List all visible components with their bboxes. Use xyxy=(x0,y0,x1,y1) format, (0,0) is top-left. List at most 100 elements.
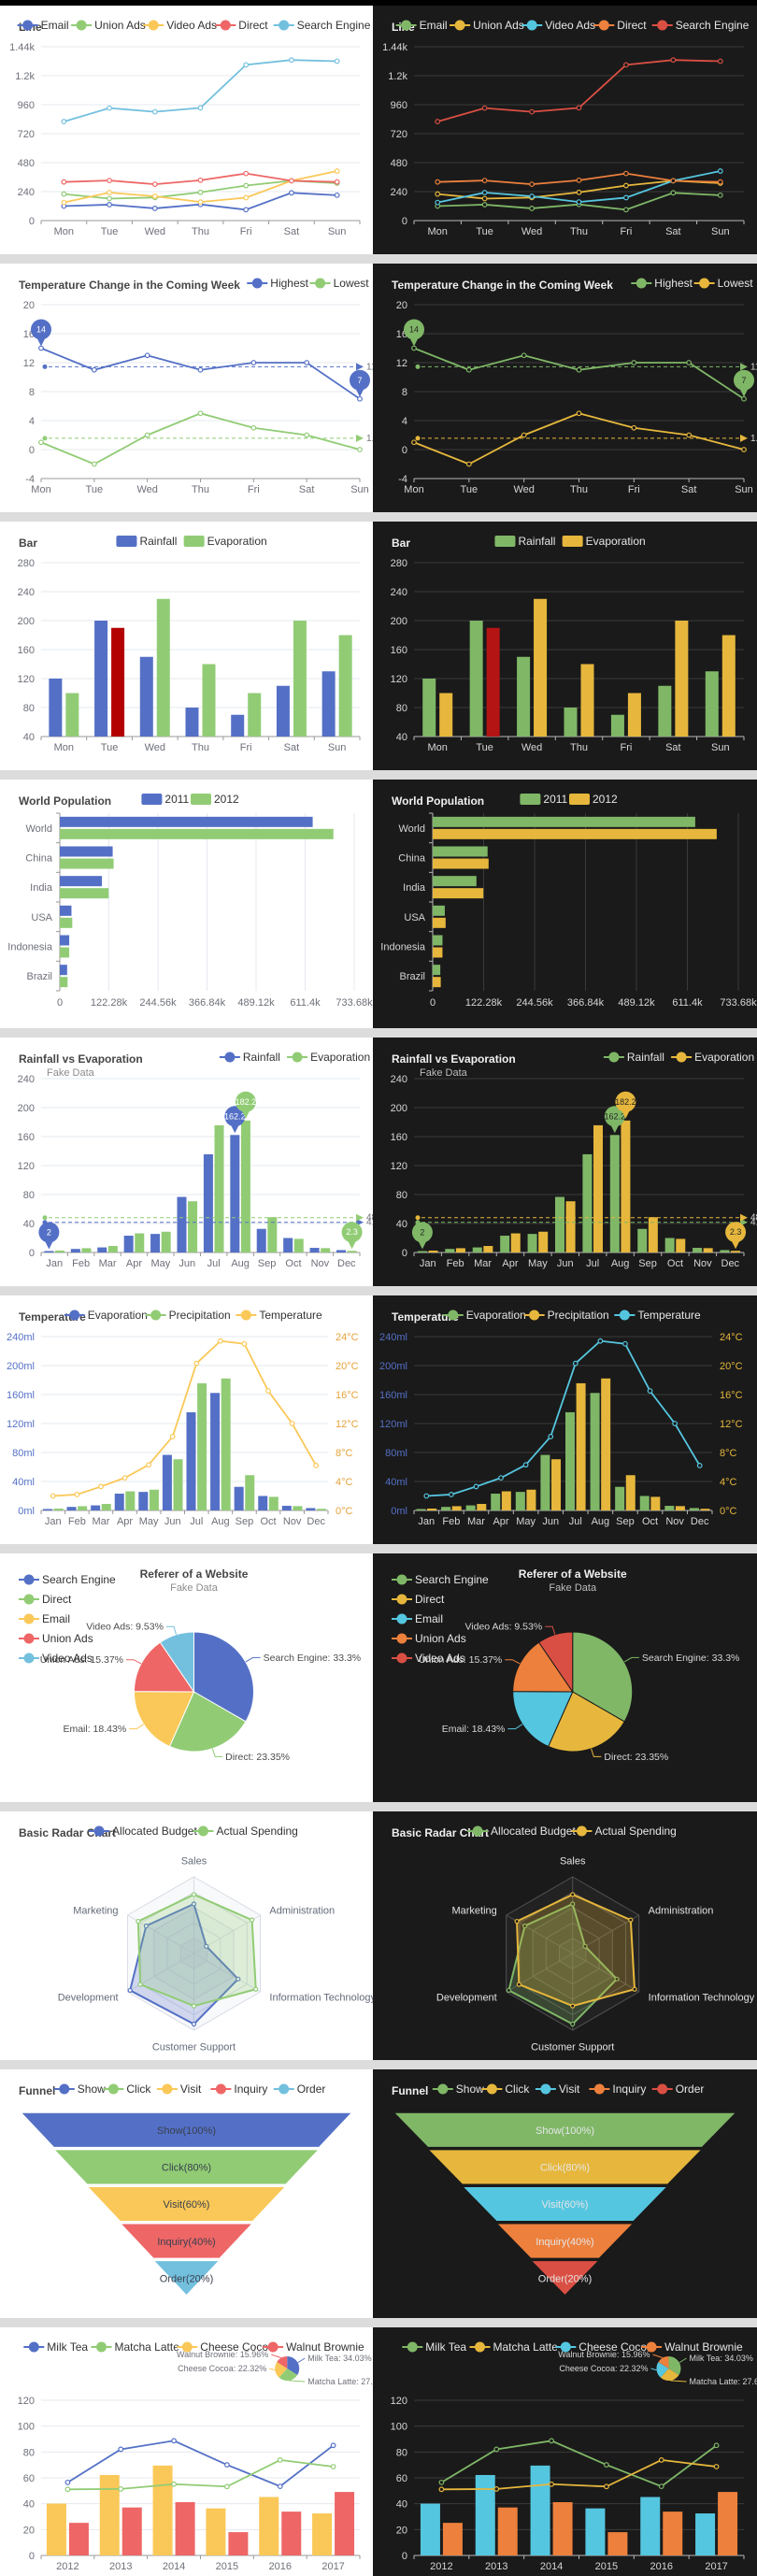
bar[interactable] xyxy=(510,1233,521,1252)
chart-world-population-dark[interactable]: World Population 0 122.28k 244.56k 366.84k 48… xyxy=(373,780,757,1028)
bar[interactable] xyxy=(693,1248,703,1252)
legend-item-direct[interactable]: Direct xyxy=(392,1593,445,1606)
bar[interactable] xyxy=(675,621,689,737)
data-point[interactable] xyxy=(197,366,204,373)
bar[interactable] xyxy=(439,693,453,737)
data-point[interactable] xyxy=(197,189,204,195)
data-point[interactable] xyxy=(473,1483,479,1490)
bar[interactable] xyxy=(185,708,199,737)
data-point[interactable] xyxy=(74,1492,80,1497)
bar[interactable] xyxy=(149,1489,159,1510)
bar[interactable] xyxy=(55,1250,65,1252)
legend-item-order[interactable]: Order xyxy=(651,2082,705,2096)
data-point[interactable] xyxy=(438,2486,445,2493)
data-point[interactable] xyxy=(107,202,112,208)
bar[interactable] xyxy=(68,2523,89,2555)
data-point[interactable] xyxy=(670,190,677,196)
data-point[interactable] xyxy=(686,432,693,438)
data-point[interactable] xyxy=(481,202,488,208)
bar[interactable] xyxy=(317,1509,327,1510)
pie-slice-email[interactable] xyxy=(133,1691,195,1748)
data-point[interactable] xyxy=(549,2438,554,2444)
bar[interactable] xyxy=(658,685,672,737)
legend-item-click[interactable]: Click xyxy=(103,2082,151,2096)
data-point[interactable] xyxy=(61,119,67,124)
series-precipitation[interactable] xyxy=(427,1378,710,1510)
legend-item-union-ads[interactable]: Union Ads xyxy=(392,1632,466,1645)
data-point[interactable] xyxy=(330,2442,336,2449)
legend-item-email[interactable]: Email xyxy=(19,1612,70,1625)
data-point[interactable] xyxy=(224,2483,230,2490)
chart-temperature-week-dark[interactable]: Temperature Change in the Coming Week -4 0… xyxy=(373,264,757,512)
data-point[interactable] xyxy=(107,190,112,195)
bar[interactable] xyxy=(121,2507,142,2555)
data-point[interactable] xyxy=(50,1493,56,1499)
series-rainfall[interactable] xyxy=(422,621,719,737)
data-point[interactable] xyxy=(118,2485,124,2492)
chart-funnel-dark[interactable]: Funnel Show(100%) Click(80%) Visit(60%) Inqu… xyxy=(373,2069,757,2318)
data-point[interactable] xyxy=(481,190,488,195)
data-point[interactable] xyxy=(243,207,250,213)
legend-item-union-ads[interactable]: Union Ads xyxy=(450,19,524,32)
data-point[interactable] xyxy=(465,461,472,467)
series-temperature[interactable] xyxy=(423,1338,703,1499)
funnel-step-order[interactable]: Order(20%) xyxy=(151,2259,221,2297)
data-point[interactable] xyxy=(623,194,629,201)
data-point[interactable] xyxy=(151,181,158,188)
bar[interactable] xyxy=(293,1238,304,1252)
data-point[interactable] xyxy=(631,424,637,431)
series-temperature[interactable] xyxy=(50,1338,320,1499)
data-point[interactable] xyxy=(576,199,582,206)
data-point[interactable] xyxy=(193,1360,200,1367)
legend-item-temperature[interactable]: Temperature xyxy=(614,1309,701,1322)
series-milk-tea[interactable] xyxy=(64,2438,336,2490)
data-point[interactable] xyxy=(435,199,441,206)
bar[interactable] xyxy=(138,1492,149,1510)
data-point[interactable] xyxy=(529,193,535,199)
series-highest[interactable] xyxy=(411,345,747,402)
bar[interactable] xyxy=(338,635,352,737)
pie-slice-email[interactable] xyxy=(512,1691,574,1748)
bar[interactable] xyxy=(267,1217,278,1252)
chart-bar-week-light[interactable]: Bar 40 80 120 160 200 240 280 Mon Tue Wed Thu Fri Sat… xyxy=(0,522,373,770)
data-point[interactable] xyxy=(304,360,310,365)
data-point[interactable] xyxy=(357,447,363,452)
bar-2011-world[interactable] xyxy=(433,816,695,827)
bar[interactable] xyxy=(335,2492,355,2555)
mini-pie-slice-milk-tea[interactable] xyxy=(668,2356,681,2375)
bar[interactable] xyxy=(49,679,63,737)
bar[interactable] xyxy=(703,1248,713,1252)
bar[interactable] xyxy=(135,1233,145,1252)
funnel-step-click[interactable]: Click(80%) xyxy=(51,2148,321,2185)
data-point[interactable] xyxy=(144,432,150,438)
funnel-step-order[interactable]: Order(20%) xyxy=(529,2259,601,2297)
legend-item-video-ads[interactable]: Video Ads xyxy=(143,19,217,32)
data-point[interactable] xyxy=(121,1475,128,1481)
series-rainfall[interactable] xyxy=(417,1135,730,1252)
bar[interactable] xyxy=(627,693,641,737)
data-point[interactable] xyxy=(171,2481,177,2487)
data-point[interactable] xyxy=(197,199,204,206)
data-point[interactable] xyxy=(604,2483,609,2490)
series-lowest[interactable] xyxy=(411,410,747,467)
data-point[interactable] xyxy=(197,410,204,417)
data-point[interactable] xyxy=(686,360,693,365)
bar[interactable] xyxy=(422,679,436,737)
legend-item-milk-tea[interactable]: Milk Tea xyxy=(23,2340,88,2354)
bar[interactable] xyxy=(731,1251,741,1252)
data-point[interactable] xyxy=(481,105,488,111)
data-point[interactable] xyxy=(597,1338,604,1344)
data-point[interactable] xyxy=(61,199,67,206)
legend-item-2012[interactable]: 2012 xyxy=(569,793,618,806)
bar[interactable] xyxy=(648,1217,658,1252)
bar[interactable] xyxy=(306,1508,316,1510)
funnel-step-show[interactable]: Show(100%) xyxy=(19,2111,354,2149)
legend-item-actual-spending[interactable]: Actual Spending xyxy=(193,1825,298,1838)
data-point[interactable] xyxy=(224,2462,230,2468)
data-point[interactable] xyxy=(717,168,723,174)
data-point[interactable] xyxy=(243,170,250,177)
series-cheese-cocoa[interactable] xyxy=(420,2465,716,2555)
funnel-step-inquiry[interactable]: Inquiry(40%) xyxy=(494,2223,636,2260)
bar[interactable] xyxy=(53,1508,64,1510)
legend-item-show[interactable]: Show xyxy=(432,2082,484,2096)
